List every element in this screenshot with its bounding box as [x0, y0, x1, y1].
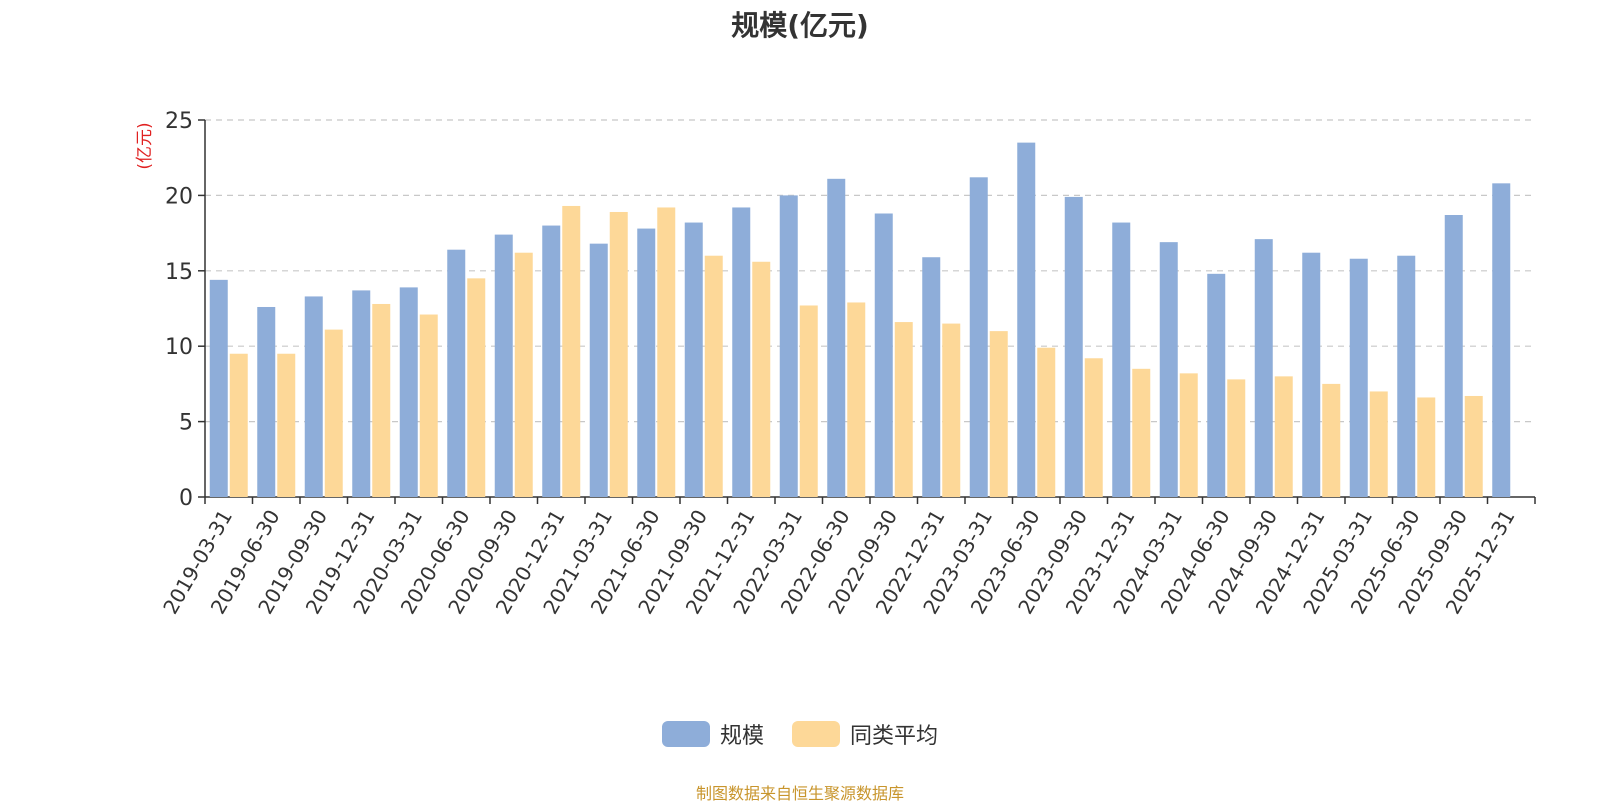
bar-peer-average [372, 303, 391, 497]
legend-swatch-peer-average [792, 721, 840, 747]
y-tick-label: 20 [165, 184, 193, 209]
y-tick-label: 15 [165, 260, 193, 285]
bar-peer-average [467, 278, 486, 497]
bar-peer-average [657, 207, 676, 498]
bar-scale [1207, 273, 1226, 497]
legend-item-peer-average[interactable]: 同类平均 [792, 718, 938, 750]
bar-scale [1302, 252, 1321, 497]
bar-peer-average [1084, 358, 1103, 497]
y-tick-label: 10 [165, 335, 193, 360]
bar-peer-average [1464, 395, 1483, 497]
bar-peer-average [229, 353, 248, 497]
bar-scale [542, 225, 561, 497]
bar-peer-average [704, 255, 723, 497]
y-tick-label: 0 [179, 486, 193, 511]
bar-peer-average [1322, 383, 1341, 497]
bar-scale [732, 207, 751, 498]
bar-peer-average [1274, 376, 1293, 497]
bar-peer-average [799, 305, 818, 497]
bar-scale [1349, 258, 1368, 497]
bar-scale [209, 279, 228, 497]
bar-scale [922, 257, 941, 497]
bar-scale [589, 243, 608, 497]
legend-label-peer-average: 同类平均 [850, 724, 939, 749]
bar-scale [494, 234, 513, 497]
bar-peer-average [752, 261, 771, 497]
bar-peer-average [1179, 373, 1198, 497]
bar-peer-average [1417, 397, 1436, 497]
bar-peer-average [847, 302, 866, 497]
legend-swatch-scale [661, 721, 710, 747]
y-tick-label: 25 [165, 109, 193, 134]
bar-scale [257, 306, 276, 497]
bar-peer-average [419, 314, 438, 497]
bar-peer-average [1227, 379, 1246, 497]
bar-scale [1159, 242, 1178, 497]
bar-scale [1492, 183, 1511, 497]
bar-scale [827, 178, 846, 497]
bar-scale [779, 195, 798, 497]
bar-scale [1064, 196, 1083, 497]
bar-peer-average [514, 252, 533, 497]
bar-peer-average [1132, 368, 1151, 497]
y-tick-label: 5 [179, 411, 193, 436]
chart-title: 规模(亿元) [731, 9, 869, 42]
y-axis-label: (亿元) [135, 122, 155, 169]
bar-peer-average [1369, 391, 1388, 497]
bar-scale [1254, 239, 1273, 497]
bar-scale [1017, 142, 1036, 497]
bar-scale [969, 177, 988, 497]
bar-scale [1112, 222, 1131, 497]
bar-peer-average [277, 353, 296, 497]
legend-item-scale[interactable]: 规模 [661, 718, 764, 750]
bar-scale [447, 249, 466, 497]
bar-peer-average [324, 329, 343, 497]
bar-peer-average [894, 322, 913, 497]
bar-peer-average [562, 205, 581, 497]
bar-scale [1397, 255, 1416, 497]
bar-scale [352, 290, 371, 497]
bar-peer-average [989, 331, 1008, 497]
bar-peer-average [1037, 347, 1056, 497]
legend: 规模 同类平均 [0, 718, 1600, 750]
bar-scale [399, 287, 418, 497]
source-note: 制图数据来自恒生聚源数据库 [695, 784, 904, 803]
bar-scale [637, 228, 656, 498]
bar-scale [684, 222, 703, 497]
legend-label-scale: 规模 [719, 724, 764, 749]
bar-scale [304, 296, 323, 497]
bar-scale [874, 213, 893, 497]
bar-peer-average [609, 211, 628, 497]
bar-scale [1444, 215, 1463, 497]
bar-peer-average [942, 323, 961, 497]
